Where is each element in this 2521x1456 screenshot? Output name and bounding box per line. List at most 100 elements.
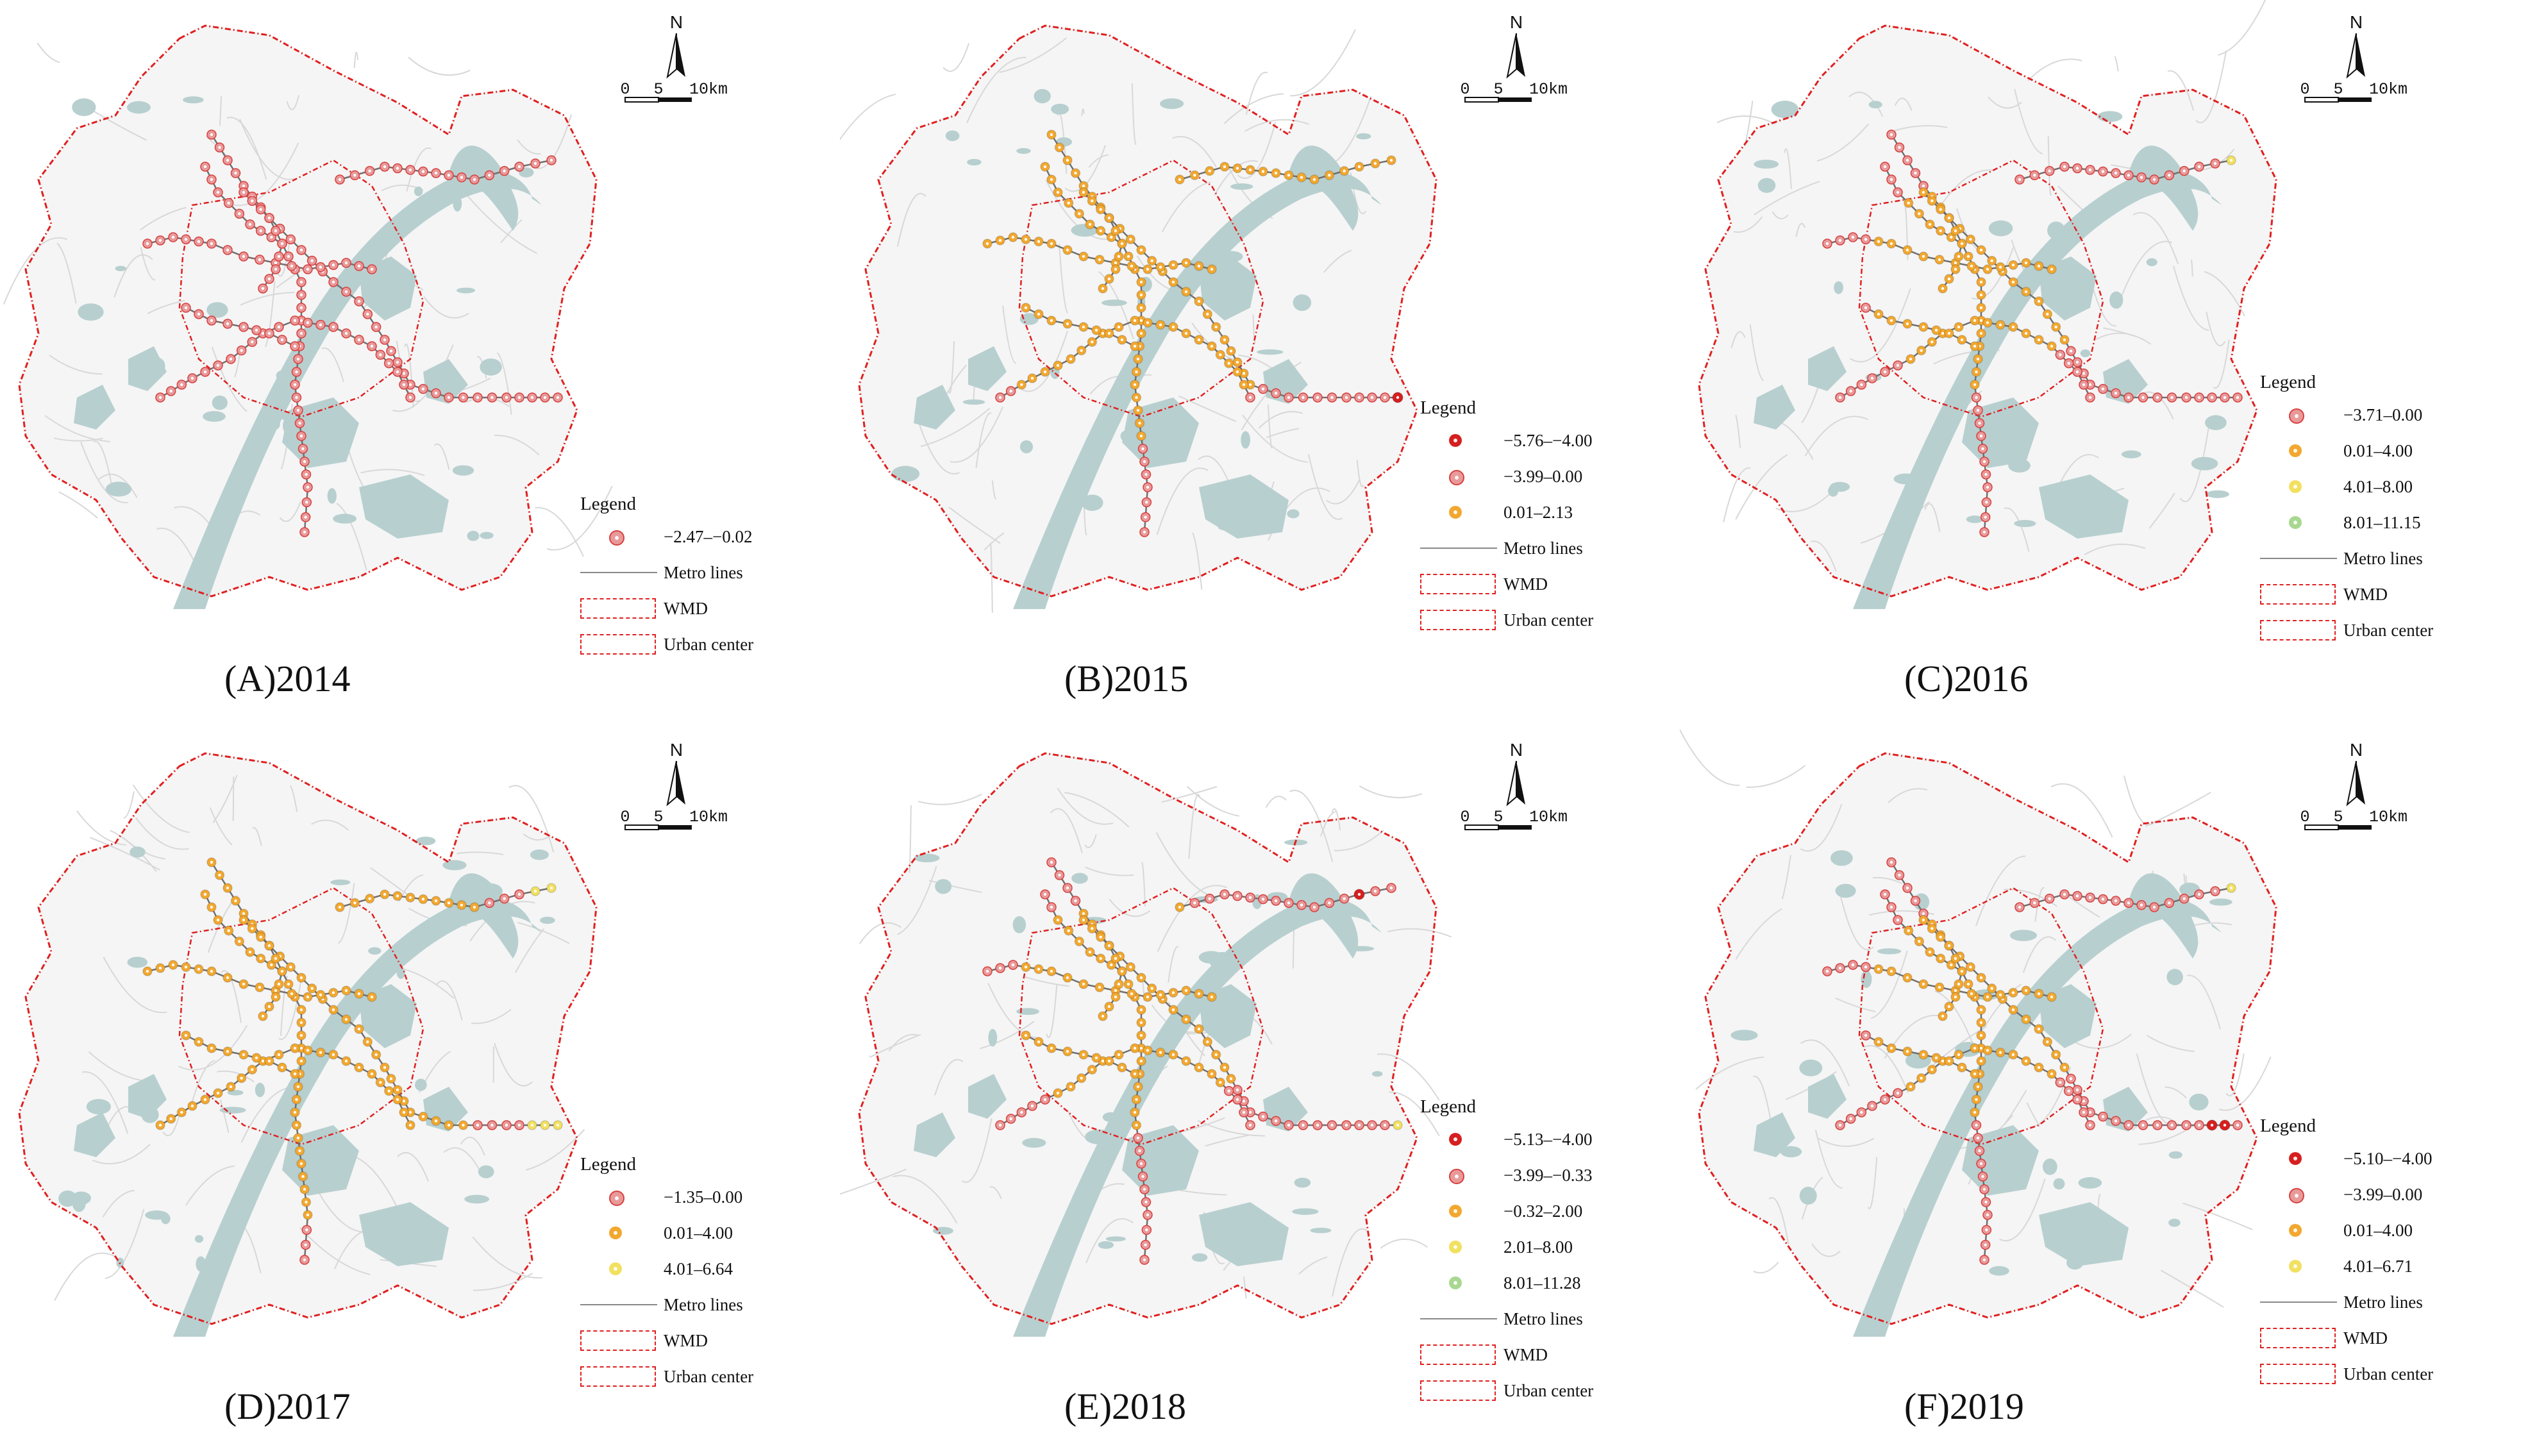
boundary-box-icon (1420, 574, 1496, 594)
urban-center-boundary (1018, 887, 1264, 1146)
boundary-box-icon (2260, 620, 2336, 640)
legend-label: Urban center (664, 634, 754, 654)
legend-title: Legend (1420, 397, 1476, 418)
legend-title: Legend (580, 494, 636, 514)
north-label: N (2350, 12, 2363, 32)
legend-label: Urban center (1503, 1380, 1594, 1400)
legend-class-4: 8.01–11.15 (2260, 505, 2433, 540)
metro-stations (142, 130, 563, 537)
north-arrow-icon: N 0 5 10km (620, 12, 728, 103)
legend-class-label: −3.99–−0.33 (1503, 1165, 1593, 1185)
scale-label: 5 (1493, 808, 1503, 826)
station-dot-icon (609, 1262, 622, 1275)
map-area (3, 24, 613, 609)
north-arrow-icon: N 0 5 10km (620, 740, 728, 830)
metro-line-icon (580, 1304, 657, 1305)
urban-center-boundary (1018, 159, 1264, 418)
legend-label: Urban center (2343, 1364, 2434, 1384)
boundary-box-icon (580, 1330, 656, 1351)
panel-caption: (B)2015 (1064, 658, 1189, 699)
wmd-boundary (858, 752, 1437, 1325)
station-dot-icon (609, 1191, 624, 1206)
boundary-box-icon (2260, 584, 2336, 605)
station-dot-icon (2289, 1152, 2302, 1165)
map-panel-2: N 0 5 10km Legend −5.76–−4.00 −3.99–0.00 0.01–2… (840, 0, 1680, 728)
station-dot-icon (609, 1226, 622, 1239)
legend-class-label: −5.76–−4.00 (1503, 430, 1593, 450)
legend-class-label: 4.01–8.00 (2343, 476, 2413, 496)
legend-class-2: 0.01–4.00 (2260, 433, 2433, 469)
metro-stations (1822, 130, 2243, 537)
legend-class-3: 4.01–8.00 (2260, 469, 2433, 505)
boundary-box-icon (2260, 1328, 2336, 1348)
legend-title: Legend (580, 1154, 636, 1175)
legend-class-label: 0.01–4.00 (2343, 440, 2413, 460)
north-arrow-icon: N 0 5 10km (2300, 12, 2408, 103)
legend-label: Metro lines (1503, 1309, 1583, 1328)
map-panel-6: N 0 5 10km Legend −5.10–−4.00 −3.99–0.00 0.01–4… (1680, 728, 2520, 1455)
legend-class-2: −3.99–0.00 (2260, 1176, 2433, 1212)
scale-label: 10km (1529, 80, 1568, 99)
scale-label: 10km (1529, 808, 1568, 826)
legend-label: WMD (664, 598, 708, 618)
north-label: N (1510, 740, 1523, 760)
water-bodies (58, 836, 555, 1337)
legend-class-3: 4.01–6.64 (580, 1251, 753, 1287)
scale-label: 10km (2369, 80, 2408, 99)
scale-label: 0 (1460, 80, 1470, 99)
legend-metro-lines: Metro lines (2260, 540, 2433, 576)
legend-title: Legend (2260, 372, 2316, 392)
legend-class-label: −2.47–−0.02 (664, 526, 753, 546)
scale-label: 5 (653, 80, 663, 99)
water-bodies (72, 96, 542, 609)
map-legend: Legend −5.13–−4.00 −3.99–−0.33 −0.32–2.00 2.… (1420, 1096, 1593, 1409)
legend-class-label: 2.01–8.00 (1503, 1237, 1573, 1257)
legend-label: Metro lines (2343, 548, 2423, 568)
north-arrow-icon: N 0 5 10km (2300, 740, 2408, 830)
legend-class-label: 0.01–4.00 (664, 1223, 733, 1243)
legend-class-label: −1.35–0.00 (664, 1187, 743, 1207)
legend-class-1: −3.71–0.00 (2260, 397, 2433, 433)
legend-urban-center: Urban center (2260, 1356, 2433, 1392)
legend-wmd: WMD (2260, 576, 2433, 612)
land-area (1699, 753, 2276, 1324)
legend-class-label: 0.01–4.00 (2343, 1220, 2413, 1240)
station-dot-icon (1449, 1205, 1462, 1218)
legend-class-label: −5.10–−4.00 (2343, 1148, 2433, 1168)
map-area (1680, 728, 2277, 1337)
panel-caption: (F)2019 (1904, 1385, 2024, 1427)
map-legend: Legend −2.47–−0.02 Metro lines WMD Urban cen… (580, 494, 753, 662)
legend-class-4: 2.01–8.00 (1420, 1229, 1593, 1265)
legend-class-label: 8.01–11.15 (2343, 512, 2421, 532)
land-area (859, 26, 1436, 596)
legend-urban-center: Urban center (2260, 612, 2433, 648)
scale-label: 10km (2369, 808, 2408, 826)
legend-label: WMD (2343, 584, 2388, 604)
boundary-box-icon (1420, 1344, 1496, 1365)
legend-metro-lines: Metro lines (580, 555, 753, 590)
north-label: N (670, 12, 683, 32)
station-dot-icon (1449, 1276, 1462, 1289)
legend-metro-lines: Metro lines (1420, 530, 1593, 566)
legend-class-3: −0.32–2.00 (1420, 1193, 1593, 1229)
north-label: N (1510, 12, 1523, 32)
scale-label: 0 (620, 808, 630, 826)
legend-class-3: 0.01–4.00 (2260, 1212, 2433, 1248)
scale-label: 5 (653, 808, 663, 826)
map-panel-4: N 0 5 10km Legend −1.35–0.00 0.01–4.00 4.01–6.6… (0, 728, 840, 1455)
north-arrow-icon: N 0 5 10km (1460, 740, 1568, 830)
scale-label: 0 (1460, 808, 1470, 826)
legend-urban-center: Urban center (580, 626, 753, 662)
legend-metro-lines: Metro lines (2260, 1284, 2433, 1320)
metro-stations (982, 130, 1403, 537)
legend-class-1: −5.10–−4.00 (2260, 1141, 2433, 1176)
legend-label: Urban center (1503, 610, 1594, 630)
wmd-boundary (1698, 24, 2277, 598)
legend-label: WMD (664, 1330, 708, 1350)
legend-class-label: 4.01–6.64 (664, 1259, 733, 1278)
land-area (859, 753, 1436, 1324)
station-dot-icon (609, 530, 624, 546)
panel-caption: (D)2017 (224, 1385, 351, 1427)
legend-urban-center: Urban center (1420, 1373, 1593, 1409)
boundary-box-icon (1420, 610, 1496, 630)
